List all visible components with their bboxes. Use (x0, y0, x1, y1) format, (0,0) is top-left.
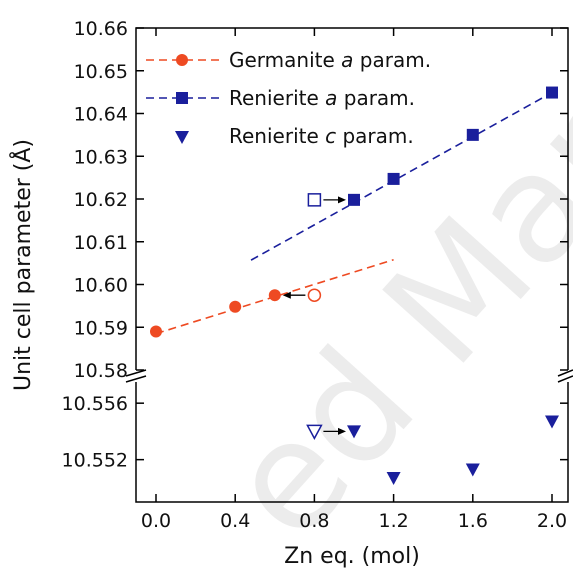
legend-label-italic: c (325, 124, 336, 148)
data-point (466, 128, 479, 141)
x-tick-label: 0.8 (299, 510, 329, 532)
legend-item-germanite-a: Germanite a param. (146, 48, 431, 72)
legend-label-prefix: Germanite (229, 48, 341, 72)
legend-label-italic: a (325, 86, 337, 110)
svg-text:Renierite c param.: Renierite c param. (229, 124, 414, 148)
fit-line (250, 91, 553, 261)
y-tick-label: 10.552 (62, 450, 128, 472)
y-tick-label: 10.61 (74, 232, 128, 254)
x-tick-label: 2.0 (537, 510, 567, 532)
legend-label-suffix: param. (336, 124, 414, 148)
data-point (386, 472, 401, 485)
x-tick-label: 0.0 (141, 510, 171, 532)
shift-arrow-head (338, 427, 346, 435)
x-tick-label: 0.4 (220, 510, 250, 532)
legend-item-renierite-a: Renierite a param. (146, 86, 415, 110)
legend-label-prefix: Renierite (229, 86, 325, 110)
svg-text:Germanite a param.: Germanite a param. (229, 48, 431, 72)
open-data-point (306, 424, 323, 440)
y-tick-label: 10.556 (62, 393, 128, 415)
y-tick-label: 10.66 (74, 18, 128, 40)
data-markers (150, 86, 559, 485)
svg-text:Renierite a param.: Renierite a param. (229, 86, 415, 110)
shift-arrow-head (282, 291, 291, 299)
plot-frame (135, 27, 569, 503)
data-point (348, 193, 360, 206)
y-axis-ticks: 10.58 10.59 10.60 10.61 10.62 10.63 10.64 10.65… (62, 18, 568, 472)
y-tick-label: 10.58 (74, 360, 128, 382)
axis-break-left (125, 369, 147, 383)
legend-item-renierite-c: Renierite c param. (175, 124, 414, 148)
open-data-point (307, 288, 322, 302)
data-point (387, 172, 400, 185)
y-tick-label: 10.65 (74, 61, 128, 83)
legend-label-suffix: param. (337, 86, 415, 110)
shift-arrow-head (338, 196, 346, 204)
legend-label-prefix: Renierite (229, 124, 325, 148)
legend-label-suffix: param. (353, 48, 431, 72)
x-axis-title: Zn eq. (mol) (284, 544, 420, 569)
data-point (347, 425, 361, 439)
open-data-point (307, 193, 322, 207)
shift-arrows (282, 196, 346, 435)
y-tick-label: 10.59 (74, 317, 128, 339)
legend-label-italic: a (341, 48, 353, 72)
y-tick-label: 10.62 (74, 189, 128, 211)
axis-break-right (557, 369, 573, 383)
data-point (229, 300, 242, 313)
data-point (150, 325, 162, 338)
y-tick-label: 10.63 (74, 146, 128, 168)
data-point (465, 463, 480, 477)
x-tick-label: 1.6 (458, 510, 488, 532)
y-tick-label: 10.60 (74, 275, 128, 297)
y-tick-label: 10.64 (74, 104, 128, 126)
y-axis-title: Unit cell parameter (Å) (9, 139, 36, 391)
data-point (268, 289, 281, 302)
legend: Germanite a param. Renierite a param. Re… (146, 48, 431, 148)
data-point (546, 86, 558, 99)
x-axis-ticks: 0.0 0.4 0.8 1.2 1.6 2.0 (141, 28, 567, 532)
data-point (545, 415, 559, 429)
x-tick-label: 1.2 (378, 510, 408, 532)
